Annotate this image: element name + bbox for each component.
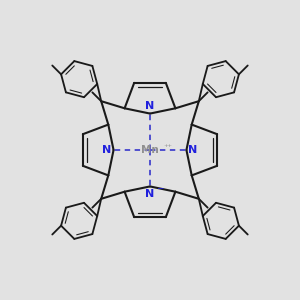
Text: N: N — [102, 145, 112, 155]
Text: N: N — [146, 189, 154, 199]
Text: N: N — [188, 145, 198, 155]
Text: N: N — [146, 101, 154, 111]
Text: −: − — [156, 183, 163, 192]
Text: Mn: Mn — [141, 145, 159, 155]
Text: ⁺⁺: ⁺⁺ — [164, 142, 172, 152]
